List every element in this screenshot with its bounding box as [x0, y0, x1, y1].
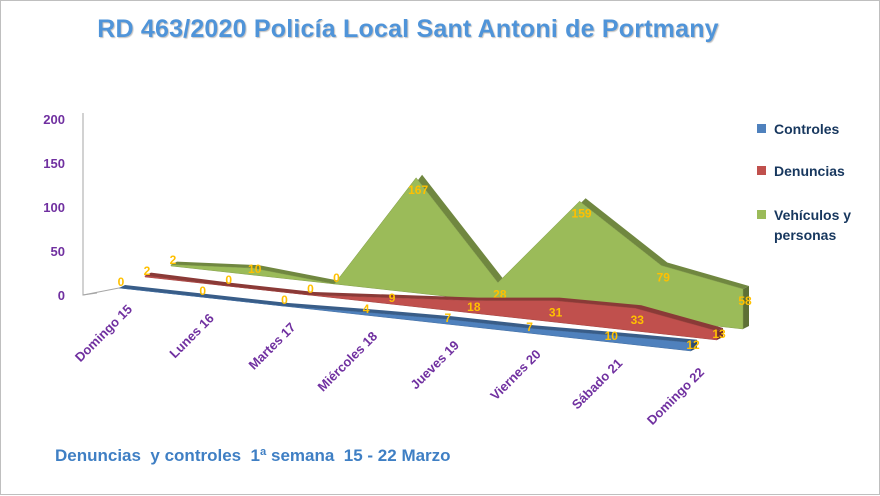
data-label: 12 [686, 338, 700, 352]
data-label: 13 [712, 327, 726, 341]
x-tick-label: Sábado 21 [569, 356, 626, 413]
legend-swatch [757, 210, 766, 219]
data-label: 4 [363, 302, 370, 316]
data-label: 79 [657, 270, 671, 284]
data-label: 9 [389, 291, 396, 305]
series-denuncias: 2 0 0 9 18 31 33 13 [144, 264, 726, 341]
x-tick-label: Jueves 19 [407, 338, 462, 393]
series-end-cap [743, 286, 749, 329]
y-tick-label: 200 [43, 112, 65, 127]
data-label: 2 [144, 264, 151, 278]
series-area [144, 275, 718, 341]
data-label: 0 [307, 282, 314, 296]
legend-label: Denuncias [774, 163, 845, 179]
x-tick-label: Domingo 22 [644, 365, 707, 428]
data-label: 159 [572, 206, 592, 220]
series-controles: 0 0 0 4 7 7 10 12 [118, 275, 700, 352]
y-tick-label: 150 [43, 156, 65, 171]
legend-label: Controles [774, 121, 840, 137]
data-label: 7 [445, 311, 452, 325]
x-tick-label: Lunes 16 [166, 311, 216, 361]
data-label: 2 [170, 253, 177, 267]
data-label: 0 [199, 284, 206, 298]
data-label: 18 [467, 300, 481, 314]
y-tick-label: 100 [43, 200, 65, 215]
x-tick-label: Martes 17 [246, 320, 299, 373]
data-label: 0 [333, 271, 340, 285]
y-tick-label: 50 [51, 244, 65, 259]
series-top-edge [171, 174, 749, 289]
legend-label: Vehículos y personas [774, 207, 852, 243]
x-tick-label: Viernes 20 [487, 347, 543, 403]
data-label: 10 [605, 329, 619, 343]
data-label: 167 [408, 183, 428, 197]
chart-title: RD 463/2020 Policía Local Sant Antoni de… [97, 15, 719, 43]
data-label: 58 [738, 294, 752, 308]
y-tick-label: 0 [58, 288, 65, 303]
data-label: 0 [281, 293, 288, 307]
series-area [170, 177, 744, 330]
y-axis-line [82, 113, 120, 296]
series-area [118, 287, 692, 352]
series-end-cap [691, 339, 697, 351]
data-label: 7 [526, 320, 533, 334]
legend-swatch [757, 166, 766, 175]
series-top-edge [119, 285, 697, 343]
data-label: 10 [248, 262, 262, 276]
data-label: 0 [225, 273, 232, 287]
data-label: 33 [631, 313, 645, 327]
x-tick-label: Miércoles 18 [314, 329, 380, 395]
series-end-cap [717, 328, 723, 340]
x-tick-label: Domingo 15 [72, 302, 135, 365]
axis-floor-line [82, 292, 98, 296]
chart-subtitle: Denuncias y controles 1ª semana 15 - 22 … [55, 446, 451, 465]
data-label: 0 [118, 275, 125, 289]
legend-swatch [757, 124, 766, 133]
data-label: 31 [549, 306, 563, 320]
